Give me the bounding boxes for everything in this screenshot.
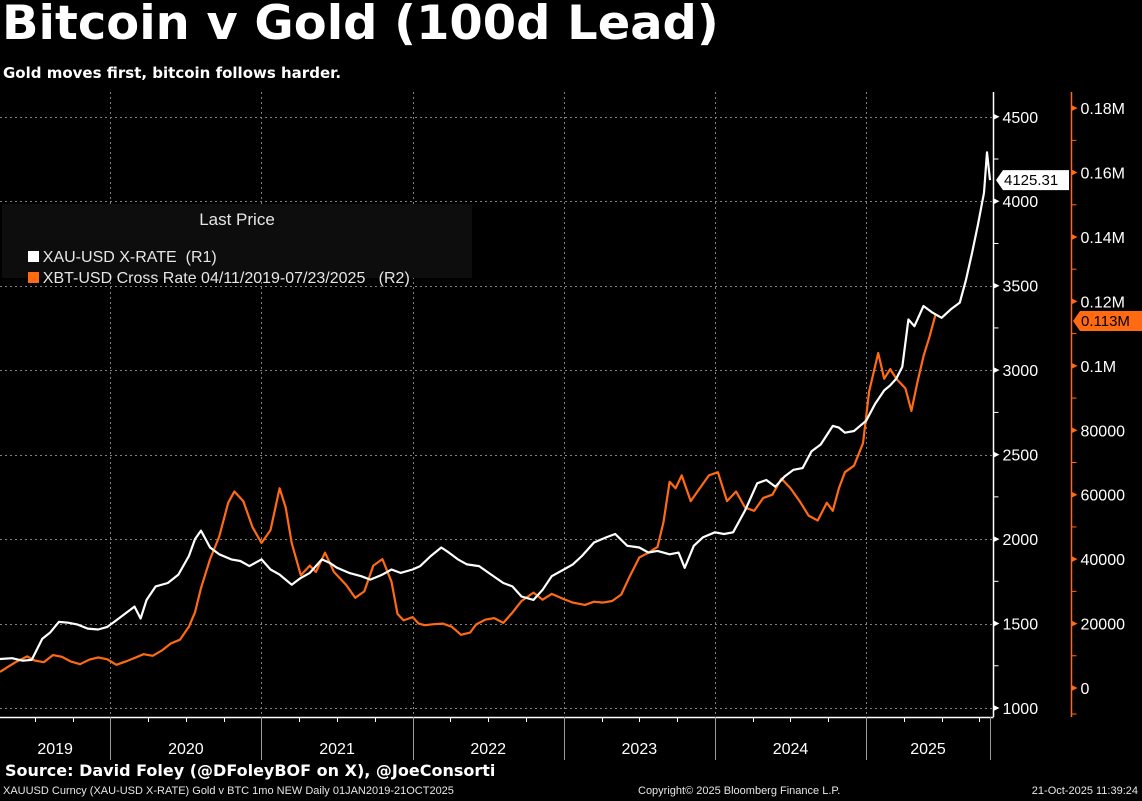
- btc-last-value-label: 0.113M: [1081, 313, 1130, 330]
- left-axis-ticks: 1000 1500 2000 2500 3000 3500 4000 4500: [993, 110, 1039, 718]
- grid: [0, 92, 992, 717]
- right-tick-label: 40000: [1081, 552, 1126, 569]
- right-tick-label: 0.18M: [1081, 101, 1125, 118]
- x-tick-label: 2020: [168, 741, 204, 758]
- right-tick-marker: [1071, 105, 1078, 112]
- left-tick-label: 3000: [1003, 363, 1039, 380]
- copyright: Copyright© 2025 Bloomberg Finance L.P.: [638, 785, 841, 797]
- right-tick-marker: [1071, 298, 1078, 305]
- x-tick-label: 2019: [37, 741, 73, 758]
- ticker-info: XAUUSD Curncy (XAU-USD X-RATE) Gold v BT…: [3, 785, 454, 797]
- right-tick-label: 80000: [1081, 423, 1126, 440]
- right-tick-label: 0.14M: [1081, 230, 1125, 247]
- left-tick-marker: [993, 282, 1000, 289]
- left-tick-marker: [993, 367, 1000, 374]
- legend-item-btc: XBT-USD Cross Rate 04/11/2019-07/23/2025…: [10, 252, 410, 306]
- left-tick-label: 1500: [1003, 617, 1039, 634]
- series-line-btc: [0, 314, 937, 673]
- right-tick-label: 0.1M: [1081, 359, 1117, 376]
- right-tick-label: 0: [1081, 681, 1090, 698]
- left-tick-label: 1000: [1003, 701, 1039, 718]
- right-tick-label: 0.16M: [1081, 166, 1125, 183]
- right-tick-marker: [1071, 620, 1078, 627]
- right-tick-marker: [1071, 491, 1078, 498]
- x-tick-label: 2025: [910, 741, 946, 758]
- x-tick-label: 2022: [470, 741, 506, 758]
- left-tick-label: 2500: [1003, 448, 1039, 465]
- gold-last-value-label: 4125.31: [1004, 172, 1058, 189]
- left-tick-marker: [993, 705, 1000, 711]
- chart-title: Bitcoin v Gold (100d Lead): [2, 0, 719, 51]
- legend-label-btc: XBT-USD Cross Rate 04/11/2019-07/23/2025…: [42, 270, 410, 287]
- legend-title: Last Price: [199, 210, 275, 229]
- right-tick-marker: [1071, 427, 1078, 434]
- right-tick-marker: [1071, 362, 1078, 369]
- timestamp: 21-Oct-2025 11:39:24: [1031, 785, 1138, 797]
- last-value-labels: 4125.31 0.113M: [996, 170, 1142, 331]
- series-line-gold: [0, 151, 992, 662]
- right-tick-label: 60000: [1081, 488, 1126, 505]
- right-tick-marker: [1071, 556, 1078, 563]
- x-tick-label: 2024: [773, 741, 809, 758]
- left-tick-label: 4500: [1003, 110, 1039, 127]
- left-tick-marker: [993, 113, 1000, 120]
- right-tick-label: 0.12M: [1081, 294, 1125, 311]
- legend: Last Price XAU-USD X-RATE (R1) XBT-USD C…: [2, 204, 472, 287]
- axes: [0, 92, 1073, 719]
- left-tick-marker: [993, 451, 1000, 458]
- left-tick-marker: [993, 536, 1000, 543]
- x-axis-ticks: 2019 2020 2021 2022 2023 2024 2025: [35, 717, 991, 760]
- right-tick-label: 20000: [1081, 617, 1126, 634]
- x-tick-label: 2023: [622, 741, 658, 758]
- x-tick-label: 2021: [319, 741, 355, 758]
- right-axis-ticks: 0 20000 40000 60000 80000 0.1M 0.12M 0.14M 0.16M…: [1071, 101, 1126, 715]
- legend-label-gold: XAU-USD X-RATE (R1): [42, 249, 217, 266]
- legend-swatch-gold: [27, 251, 39, 262]
- legend-swatch-btc: [27, 272, 39, 283]
- left-tick-label: 3500: [1003, 279, 1039, 296]
- left-tick-marker: [993, 620, 1000, 627]
- right-tick-marker: [1071, 169, 1078, 176]
- right-tick-marker: [1071, 233, 1078, 240]
- source-credit: Source: David Foley (@DFoleyBOF on X), @…: [5, 761, 496, 780]
- btc-last-value-badge: [1073, 311, 1142, 331]
- chart-subtitle: Gold moves first, bitcoin follows harder…: [3, 64, 342, 82]
- left-tick-label: 4000: [1003, 194, 1039, 211]
- plot-lines: [0, 151, 992, 673]
- right-tick-marker: [1071, 685, 1078, 692]
- gold-last-value-badge: [996, 170, 1069, 191]
- left-tick-marker: [993, 198, 1000, 205]
- legend-item-gold: XAU-USD X-RATE (R1): [10, 231, 217, 285]
- left-tick-label: 2000: [1003, 532, 1039, 549]
